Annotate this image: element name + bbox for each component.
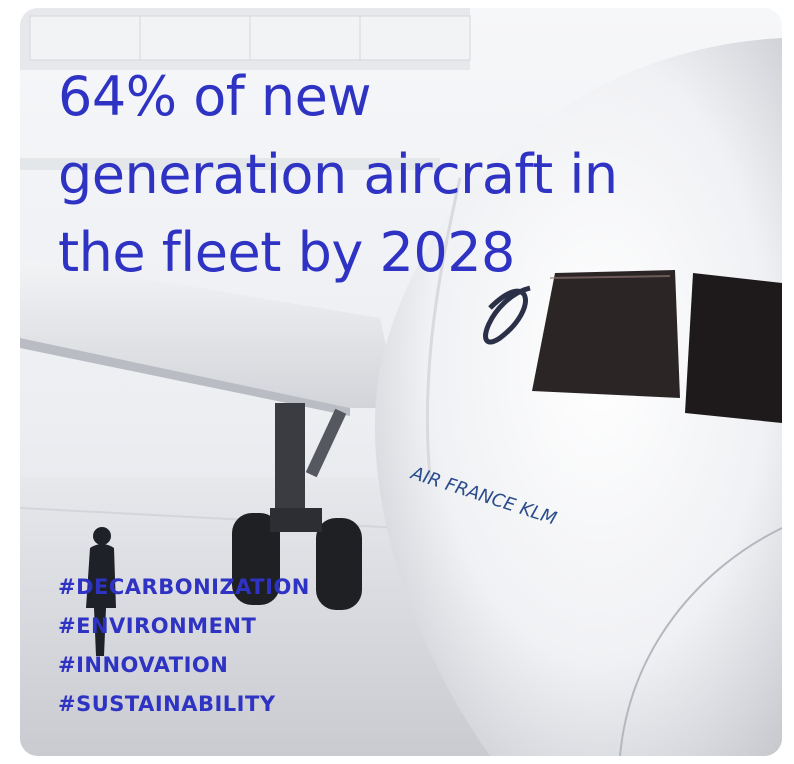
aircraft-hangar-photo: AIR FRANCE KLM [20, 8, 782, 756]
aircraft-wing [20, 258, 400, 408]
hashtag: #ENVIRONMENT [58, 614, 257, 638]
aircraft-fuselage: AIR FRANCE KLM [374, 38, 782, 756]
headline-line: generation aircraft in [58, 143, 618, 206]
cockpit-window-right [685, 273, 782, 423]
hashtag-list: #DECARBONIZATION #ENVIRONMENT #INNOVATIO… [58, 568, 310, 724]
cockpit-window-left [532, 270, 680, 398]
hashtag: #DECARBONIZATION [58, 575, 310, 599]
hashtag: #SUSTAINABILITY [58, 692, 276, 716]
headline-line: 64% of new [58, 65, 372, 128]
headline-line: the fleet by 2028 [58, 221, 515, 284]
headline: 64% of new generation aircraft in the fl… [58, 58, 758, 292]
landing-gear [232, 403, 362, 610]
hangar-ceiling [20, 8, 471, 170]
person-silhouette [86, 527, 116, 656]
hashtag: #INNOVATION [58, 653, 229, 677]
post-image-card: AIR FRANCE KLM 64% of new generation air… [20, 8, 782, 756]
airline-logo [483, 285, 531, 345]
